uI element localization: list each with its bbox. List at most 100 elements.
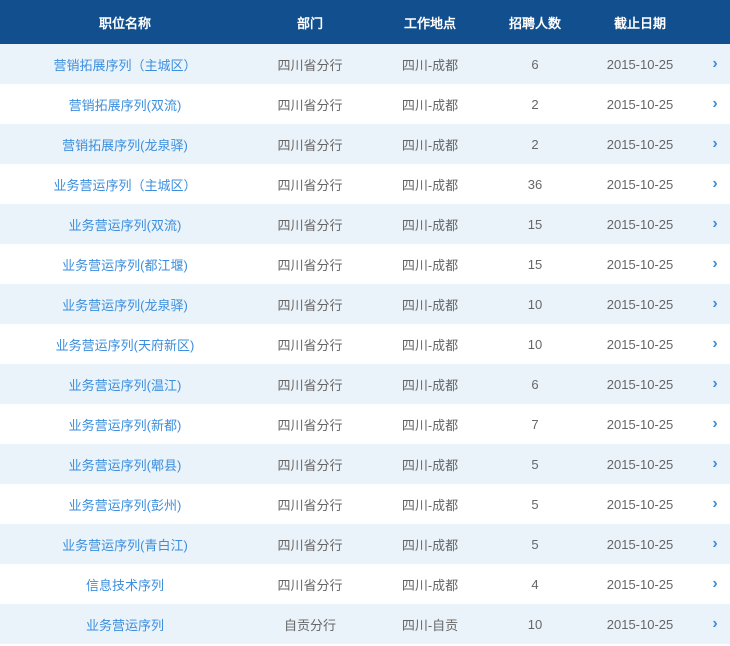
header-deadline: 截止日期 <box>580 13 700 32</box>
job-name-link[interactable]: 业务营运序列（主城区） <box>53 178 196 193</box>
location-cell: 四川-成都 <box>370 215 490 234</box>
table-row[interactable]: 信息技术序列四川省分行四川-成都42015-10-25› <box>0 564 730 604</box>
chevron-right-icon[interactable]: › <box>712 455 717 472</box>
table-row[interactable]: 业务营运序列自贡分行四川-自贡102015-10-25› <box>0 604 730 644</box>
headcount-cell: 7 <box>490 417 580 432</box>
deadline-cell: 2015-10-25 <box>580 97 700 112</box>
arrow-cell: › <box>700 215 730 233</box>
table-body: 营销拓展序列（主城区）四川省分行四川-成都62015-10-25›营销拓展序列(… <box>0 44 730 644</box>
headcount-cell: 10 <box>490 297 580 312</box>
job-name-cell: 业务营运序列(龙泉驿) <box>0 295 250 314</box>
arrow-cell: › <box>700 55 730 73</box>
job-name-link[interactable]: 业务营运序列(郫县) <box>69 458 182 473</box>
job-name-link[interactable]: 业务营运序列(彭州) <box>69 498 182 513</box>
table-row[interactable]: 业务营运序列（主城区）四川省分行四川-成都362015-10-25› <box>0 164 730 204</box>
headcount-cell: 15 <box>490 257 580 272</box>
job-name-link[interactable]: 业务营运序列(新都) <box>69 418 182 433</box>
chevron-right-icon[interactable]: › <box>712 615 717 632</box>
job-name-cell: 营销拓展序列(双流) <box>0 95 250 114</box>
location-cell: 四川-成都 <box>370 335 490 354</box>
deadline-cell: 2015-10-25 <box>580 577 700 592</box>
department-cell: 四川省分行 <box>250 415 370 434</box>
job-name-link[interactable]: 业务营运序列(天府新区) <box>56 338 195 353</box>
location-cell: 四川-成都 <box>370 375 490 394</box>
table-row[interactable]: 营销拓展序列(龙泉驿) 四川省分行四川-成都22015-10-25 › <box>0 124 730 164</box>
headcount-cell: 2 <box>490 137 580 152</box>
table-row[interactable]: 业务营运序列(天府新区)四川省分行四川-成都102015-10-25› <box>0 324 730 364</box>
table-row[interactable]: 业务营运序列(龙泉驿)四川省分行四川-成都102015-10-25› <box>0 284 730 324</box>
job-name-cell: 业务营运序列(双流) <box>0 215 250 234</box>
location-cell: 四川-成都 <box>370 55 490 74</box>
chevron-right-icon[interactable]: › <box>712 215 717 232</box>
chevron-right-icon[interactable]: › <box>712 575 717 592</box>
chevron-right-icon[interactable]: › <box>712 335 717 352</box>
headcount-cell: 2 <box>490 97 580 112</box>
job-name-link[interactable]: 营销拓展序列（主城区） <box>53 58 196 73</box>
location-cell: 四川-成都 <box>370 495 490 514</box>
department-cell: 四川省分行 <box>250 455 370 474</box>
deadline-cell: 2015-10-25 <box>580 137 700 152</box>
header-job-name: 职位名称 <box>0 13 250 32</box>
table-row[interactable]: 营销拓展序列(双流)四川省分行四川-成都22015-10-25› <box>0 84 730 124</box>
deadline-cell: 2015-10-25 <box>580 217 700 232</box>
job-name-cell: 业务营运序列(温江) <box>0 375 250 394</box>
chevron-right-icon[interactable]: › <box>712 55 717 72</box>
department-cell: 四川省分行 <box>250 135 370 154</box>
headcount-cell: 36 <box>490 177 580 192</box>
chevron-right-icon[interactable]: › <box>712 415 717 432</box>
table-row[interactable]: 营销拓展序列（主城区）四川省分行四川-成都62015-10-25› <box>0 44 730 84</box>
department-cell: 四川省分行 <box>250 255 370 274</box>
deadline-cell: 2015-10-25 <box>580 257 700 272</box>
job-name-link[interactable]: 业务营运序列(都江堰) <box>62 258 188 273</box>
location-cell: 四川-成都 <box>370 175 490 194</box>
deadline-cell: 2015-10-25 <box>580 537 700 552</box>
chevron-right-icon[interactable]: › <box>712 375 717 392</box>
headcount-cell: 10 <box>490 337 580 352</box>
deadline-cell: 2015-10-25 <box>580 417 700 432</box>
job-name-link[interactable]: 业务营运序列 <box>86 618 164 633</box>
job-name-link[interactable]: 业务营运序列(双流) <box>69 218 182 233</box>
job-name-cell: 业务营运序列(青白江) <box>0 535 250 554</box>
department-cell: 四川省分行 <box>250 495 370 514</box>
location-cell: 四川-成都 <box>370 255 490 274</box>
header-department: 部门 <box>250 13 370 32</box>
department-cell: 四川省分行 <box>250 95 370 114</box>
job-name-link[interactable]: 业务营运序列(温江) <box>69 378 182 393</box>
chevron-right-icon[interactable]: › <box>712 135 717 152</box>
table-row[interactable]: 业务营运序列(温江)四川省分行四川-成都62015-10-25› <box>0 364 730 404</box>
job-name-link[interactable]: 业务营运序列(龙泉驿) <box>62 298 188 313</box>
chevron-right-icon[interactable]: › <box>712 95 717 112</box>
deadline-cell: 2015-10-25 <box>580 457 700 472</box>
table-row[interactable]: 业务营运序列(彭州)四川省分行四川-成都52015-10-25› <box>0 484 730 524</box>
chevron-right-icon[interactable]: › <box>712 495 717 512</box>
location-cell: 四川-自贡 <box>370 615 490 634</box>
table-row[interactable]: 业务营运序列(青白江)四川省分行四川-成都52015-10-25› <box>0 524 730 564</box>
arrow-cell: › <box>700 495 730 513</box>
arrow-cell: › <box>700 175 730 193</box>
table-row[interactable]: 业务营运序列(郫县)四川省分行四川-成都52015-10-25› <box>0 444 730 484</box>
job-name-cell: 业务营运序列(天府新区) <box>0 335 250 354</box>
table-row[interactable]: 业务营运序列(都江堰) 四川省分行四川-成都152015-10-25 › <box>0 244 730 284</box>
deadline-cell: 2015-10-25 <box>580 297 700 312</box>
location-cell: 四川-成都 <box>370 135 490 154</box>
department-cell: 自贡分行 <box>250 615 370 634</box>
job-name-cell: 业务营运序列（主城区） <box>0 175 250 194</box>
chevron-right-icon[interactable]: › <box>712 295 717 312</box>
arrow-cell: › <box>700 295 730 313</box>
arrow-cell: › <box>700 335 730 353</box>
header-location: 工作地点 <box>370 13 490 32</box>
chevron-right-icon[interactable]: › <box>712 255 717 272</box>
chevron-right-icon[interactable]: › <box>712 175 717 192</box>
chevron-right-icon[interactable]: › <box>712 535 717 552</box>
table-row[interactable]: 业务营运序列(新都)四川省分行四川-成都72015-10-25› <box>0 404 730 444</box>
table-row[interactable]: 业务营运序列(双流)四川省分行四川-成都152015-10-25› <box>0 204 730 244</box>
department-cell: 四川省分行 <box>250 175 370 194</box>
arrow-cell: › <box>700 415 730 433</box>
arrow-cell: › <box>700 615 730 633</box>
department-cell: 四川省分行 <box>250 55 370 74</box>
job-name-link[interactable]: 营销拓展序列(龙泉驿) <box>62 138 188 153</box>
job-name-link[interactable]: 信息技术序列 <box>86 578 164 593</box>
job-name-link[interactable]: 营销拓展序列(双流) <box>69 98 182 113</box>
job-name-link[interactable]: 业务营运序列(青白江) <box>62 538 188 553</box>
headcount-cell: 5 <box>490 537 580 552</box>
